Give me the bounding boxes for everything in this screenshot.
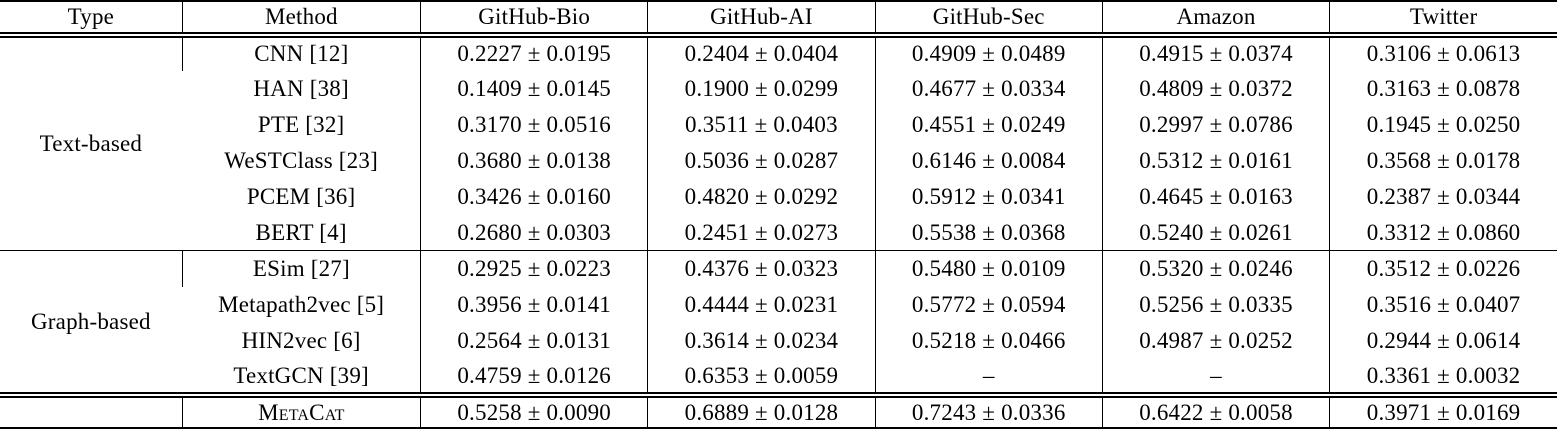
value-cell: 0.3512 ± 0.0226 [1329,250,1557,287]
value-cell: 0.6889 ± 0.0128 [647,392,876,429]
value-cell: 0.2925 ± 0.0223 [420,250,648,287]
value-cell: 0.1409 ± 0.0145 [420,70,648,107]
value-cell: 0.4645 ± 0.0163 [1101,178,1330,215]
value-cell missing-value: – [1101,359,1330,396]
method-cell: Metapath2vec [5] [218,292,385,317]
value-cell: 0.4444 ± 0.0231 [647,287,876,324]
method-cell: CNN [12] [181,34,421,71]
table-row-han: HAN [38] 0.1409 ± 0.0145 0.1900 ± 0.0299… [0,70,1557,107]
value-cell: 0.4551 ± 0.0249 [874,106,1103,143]
method-cell: PCEM [36] [246,183,356,209]
method-cell: HAN [38] [253,75,349,101]
column-header-github-sec: GitHub-Sec [874,0,1103,38]
value-cell: 0.4376 ± 0.0323 [647,250,876,287]
value-cell: 0.3971 ± 0.0169 [1329,392,1557,429]
column-header-github-bio: GitHub-Bio [420,0,648,38]
value-cell: 0.5320 ± 0.0246 [1101,250,1330,287]
value-cell: 0.2564 ± 0.0131 [420,323,648,360]
value-cell: 0.6146 ± 0.0084 [874,142,1103,179]
value-cell: 0.4987 ± 0.0252 [1101,323,1330,360]
method-cell: ESim [27] [181,250,421,287]
table-row-esim: Graph-based ESim [27] 0.2925 ± 0.0223 0.… [0,250,1557,396]
table-row-metapath2vec: Metapath2vec [5] 0.3956 ± 0.0141 0.4444 … [0,287,1557,324]
value-cell: 0.2387 ± 0.0344 [1329,178,1557,215]
method-cell-metacat: MetaCat [181,392,421,429]
value-cell: 0.3163 ± 0.0878 [1329,70,1557,107]
value-cell: 0.6353 ± 0.0059 [647,359,876,396]
value-cell: 0.2997 ± 0.0786 [1101,106,1330,143]
value-cell: 0.3511 ± 0.0403 [647,106,876,143]
value-cell: 0.4909 ± 0.0489 [874,34,1103,71]
value-cell: 0.3426 ± 0.0160 [420,178,648,215]
value-cell: 0.1945 ± 0.0250 [1329,106,1557,143]
column-header-method: Method [181,0,421,38]
method-cell: WeSTClass [23] [224,147,378,173]
value-cell: 0.2404 ± 0.0404 [647,34,876,71]
value-cell: 0.4915 ± 0.0374 [1101,34,1330,71]
value-cell: 0.4677 ± 0.0334 [874,70,1103,107]
value-cell: 0.2944 ± 0.0614 [1329,323,1557,360]
value-cell: 0.3106 ± 0.0613 [1329,34,1557,71]
value-cell: 0.2680 ± 0.0303 [420,214,648,251]
table-row-westclass: WeSTClass [23] 0.3680 ± 0.0138 0.5036 ± … [0,142,1557,179]
table-row-metacat: MetaCat 0.5258 ± 0.0090 0.6889 ± 0.0128 … [0,392,1557,429]
column-header-twitter: Twitter [1329,0,1557,38]
method-cell: TextGCN [39] [233,362,369,388]
value-cell: 0.3680 ± 0.0138 [420,142,648,179]
column-header-amazon: Amazon [1101,0,1330,38]
value-cell: 0.3312 ± 0.0860 [1329,214,1557,251]
value-cell: 0.2227 ± 0.0195 [420,34,648,71]
value-cell: 0.5772 ± 0.0594 [874,287,1103,324]
value-cell missing-value: – [874,359,1103,396]
value-cell: 0.3170 ± 0.0516 [420,106,648,143]
value-cell: 0.3956 ± 0.0141 [420,287,648,324]
value-cell: 0.5256 ± 0.0335 [1101,287,1330,324]
value-cell: 0.3568 ± 0.0178 [1329,142,1557,179]
value-cell: 0.5036 ± 0.0287 [647,142,876,179]
method-cell: BERT [4] [255,219,347,245]
value-cell: 0.5912 ± 0.0341 [874,178,1103,215]
row-group-graph-based: Graph-based [0,250,183,396]
table-row-cnn: Text-based CNN [12] 0.2227 ± 0.0195 0.24… [0,34,1557,156]
value-cell: 0.3614 ± 0.0234 [647,323,876,360]
table-row-bert: BERT [4] 0.2680 ± 0.0303 0.2451 ± 0.0273… [0,214,1557,251]
value-cell: 0.5538 ± 0.0368 [874,214,1103,251]
value-cell: 0.7243 ± 0.0336 [874,392,1103,429]
column-header-type: Type [0,0,183,38]
value-cell: 0.3361 ± 0.0032 [1329,359,1557,396]
value-cell: 0.4759 ± 0.0126 [420,359,648,396]
table-row-textgcn: TextGCN [39] 0.4759 ± 0.0126 0.6353 ± 0.… [0,359,1557,396]
value-cell: 0.5312 ± 0.0161 [1101,142,1330,179]
value-cell: 0.6422 ± 0.0058 [1101,392,1330,429]
method-cell: HIN2vec [6] [241,328,361,354]
table-row-pte: PTE [32] 0.3170 ± 0.0516 0.3511 ± 0.0403… [0,106,1557,143]
value-cell: 0.5480 ± 0.0109 [874,250,1103,287]
table-row-pcem: PCEM [36] 0.3426 ± 0.0160 0.4820 ± 0.029… [0,178,1557,215]
value-cell: 0.5240 ± 0.0261 [1101,214,1330,251]
column-header-github-ai: GitHub-AI [647,0,876,38]
value-cell: 0.5218 ± 0.0466 [874,323,1103,360]
method-cell: PTE [32] [257,111,345,137]
row-group-text-based: Text-based [39,131,143,157]
value-cell: 0.4809 ± 0.0372 [1101,70,1330,107]
value-cell: 0.4820 ± 0.0292 [647,178,876,215]
value-cell: 0.5258 ± 0.0090 [420,392,648,429]
table-header-row: Type Method GitHub-Bio GitHub-AI GitHub-… [0,0,1557,38]
type-cell-empty [0,392,183,429]
value-cell: 0.3516 ± 0.0407 [1329,287,1557,324]
value-cell: 0.1900 ± 0.0299 [647,70,876,107]
table-row-hin2vec: HIN2vec [6] 0.2564 ± 0.0131 0.3614 ± 0.0… [0,323,1557,360]
value-cell: 0.2451 ± 0.0273 [647,214,876,251]
